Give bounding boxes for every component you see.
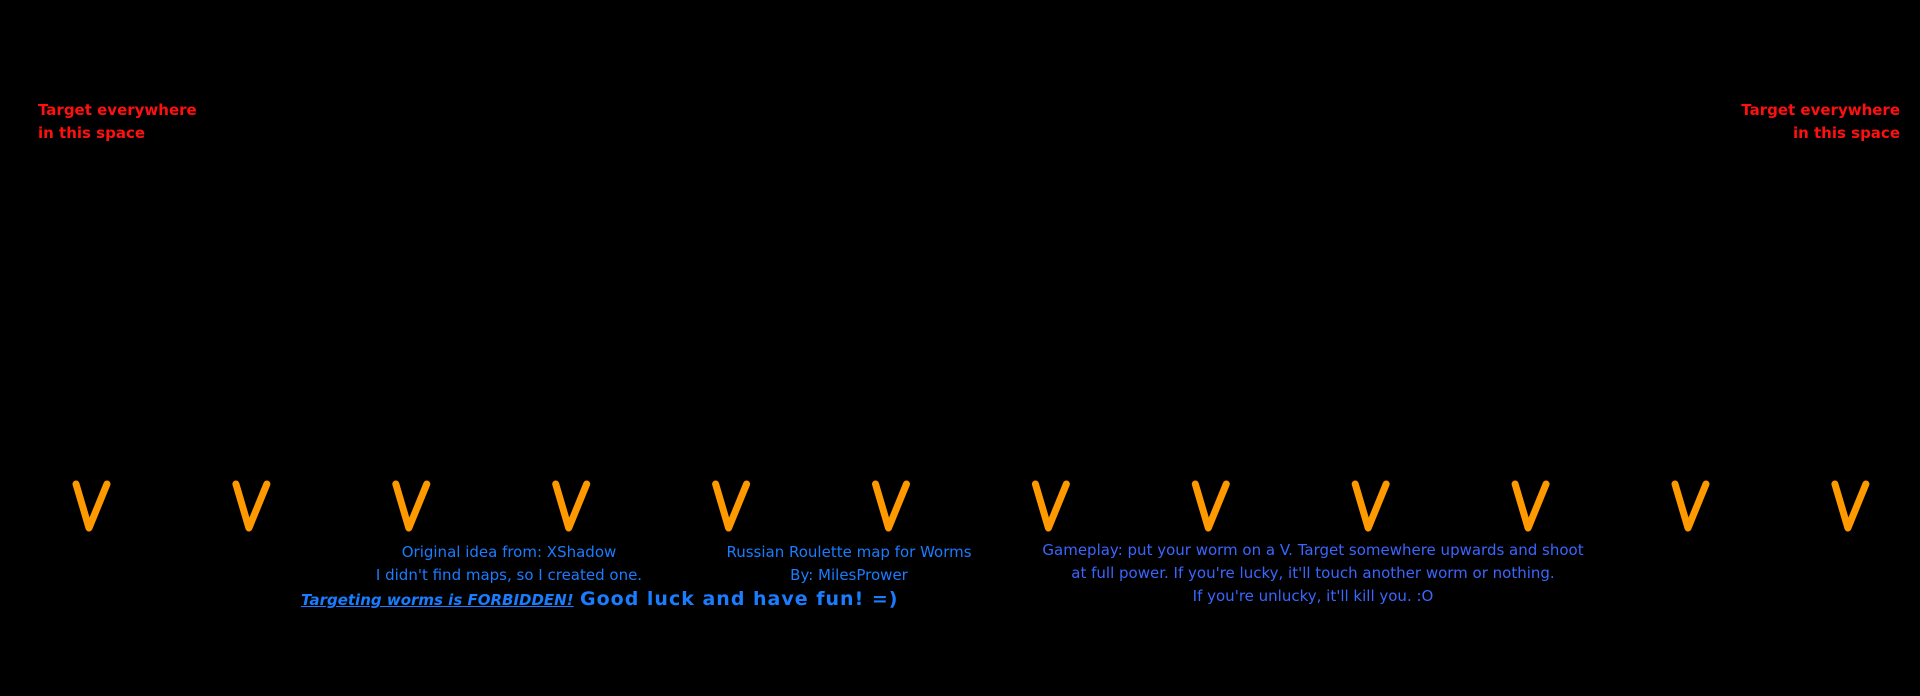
v-marker [1031,480,1070,532]
target-label-line1: Target everywhere [38,101,197,119]
v-marker [1511,480,1550,532]
good-luck-text: Good luck and have fun! =) [580,588,899,610]
v-marker [1671,480,1710,532]
v-marker [232,480,271,532]
target-label-line2: in this space [38,124,146,142]
target-label-line2: in this space [1792,124,1900,142]
target-zone-label-left: Target everywhere in this space [38,99,197,145]
warning-text: Targeting worms is FORBIDDEN! [301,591,574,609]
map-title-block: Russian Roulette map for Worms By: Miles… [726,541,971,587]
credits-block: Original idea from: XShadow I didn't fin… [376,541,642,587]
map-title: Russian Roulette map for Worms [726,543,972,561]
v-marker [1831,480,1870,532]
gameplay-line3: If you're unlucky, it'll kill you. :O [1192,587,1434,605]
v-marker [712,480,751,532]
gameplay-block: Gameplay: put your worm on a V. Target s… [1042,539,1583,608]
v-marker [1191,480,1230,532]
gameplay-line2: at full power. If you're lucky, it'll to… [1071,564,1555,582]
target-label-line1: Target everywhere [1741,101,1900,119]
v-marker [392,480,431,532]
credits-line2: I didn't find maps, so I created one. [375,566,643,584]
map-author: By: MilesPrower [790,566,908,584]
v-marker [72,480,111,532]
credits-line1: Original idea from: XShadow [401,543,617,561]
target-zone-label-right: Target everywhere in this space [1741,99,1900,145]
gameplay-line1: Gameplay: put your worm on a V. Target s… [1042,541,1584,559]
v-marker [1351,480,1390,532]
v-marker [552,480,591,532]
v-marker [872,480,910,532]
